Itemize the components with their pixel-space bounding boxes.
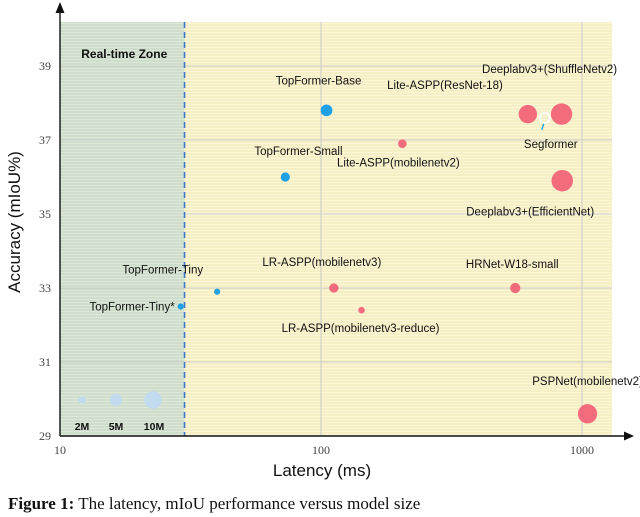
label-lite-aspp-resnet-18: Lite-ASPP(ResNet-18)	[387, 80, 503, 92]
caption-text: The latency, mIoU performance versus mod…	[78, 494, 421, 513]
point-deeplabv3-efficientnet	[551, 169, 573, 192]
realtime-zone-label: Real-time Zone	[81, 47, 167, 61]
y-axis-title: Accuracy (mIoU%)	[5, 151, 24, 293]
point-topformer-base	[320, 104, 333, 117]
label-lite-aspp-mobilenetv2: Lite-ASPP(mobilenetv2)	[337, 158, 460, 170]
point-pspnet-mobilenetv2	[577, 404, 598, 424]
label-topformer-tiny: TopFormer-Tiny	[122, 265, 203, 277]
legend-bubble-5m	[109, 393, 123, 407]
label-deeplabv3-efficientnet: Deeplabv3+(EfficientNet)	[466, 207, 594, 219]
point-topformer-small	[280, 172, 290, 182]
y-axis-arrow	[55, 2, 65, 13]
point-lr-aspp-mobilenetv3-reduce	[358, 306, 365, 314]
point-deeplabv3-shufflenetv2	[550, 103, 573, 125]
label-deeplabv3-shufflenetv2: Deeplabv3+(ShuffleNetv2)	[482, 64, 617, 76]
y-tick-label: 39	[39, 59, 51, 73]
legend-label-2m: 2M	[75, 421, 90, 433]
x-tick-label: 100	[312, 443, 330, 457]
x-axis-title: Latency (ms)	[273, 461, 371, 480]
figure-caption: Figure 1: The latency, mIoU performance …	[8, 494, 640, 517]
x-tick-label: 1000	[570, 443, 594, 457]
point-lr-aspp-mobilenetv3	[329, 283, 339, 293]
caption-prefix: Figure 1:	[8, 494, 75, 513]
point-lite-aspp-resnet-18	[518, 104, 538, 124]
y-tick-label: 33	[39, 281, 51, 295]
point-topformer-tiny	[177, 303, 184, 310]
label-topformer-tiny: TopFormer-Tiny*	[89, 302, 175, 314]
point-segformer	[538, 111, 551, 124]
label-pspnet-mobilenetv2: PSPNet(mobilenetv2)	[532, 376, 640, 388]
y-tick-label: 31	[39, 355, 51, 369]
legend-bubble-10m	[144, 391, 162, 409]
legend-label-10m: 10M	[144, 421, 165, 433]
legend-label-5m: 5M	[109, 421, 124, 433]
y-tick-label: 35	[39, 207, 51, 221]
point-topformer-tiny	[214, 288, 221, 295]
point-lite-aspp-mobilenetv2	[398, 139, 407, 148]
x-tick-label: 10	[54, 443, 66, 457]
scatter-chart: 10 100 1000 29 31 33 35 37 39 Latency (ms) Accurac…	[5, 2, 640, 480]
y-tick-label: 29	[39, 429, 51, 443]
label-lr-aspp-mobilenetv3-reduce: LR-ASPP(mobilenetv3-reduce)	[282, 323, 440, 335]
point-hrnet-w18-small	[510, 282, 521, 294]
segformer-pointer	[541, 123, 545, 131]
label-segformer: Segformer	[524, 139, 578, 151]
legend-bubble-2m	[78, 396, 86, 404]
label-lr-aspp-mobilenetv3: LR-ASPP(mobilenetv3)	[262, 257, 381, 269]
x-axis-arrow	[624, 431, 634, 441]
label-hrnet-w18-small: HRNet-W18-small	[466, 259, 559, 271]
y-tick-label: 37	[39, 133, 51, 147]
label-topformer-base: TopFormer-Base	[276, 75, 362, 87]
non-realtime-area	[184, 22, 613, 436]
label-topformer-small: TopFormer-Small	[254, 146, 342, 158]
realtime-zone-area	[60, 22, 185, 436]
